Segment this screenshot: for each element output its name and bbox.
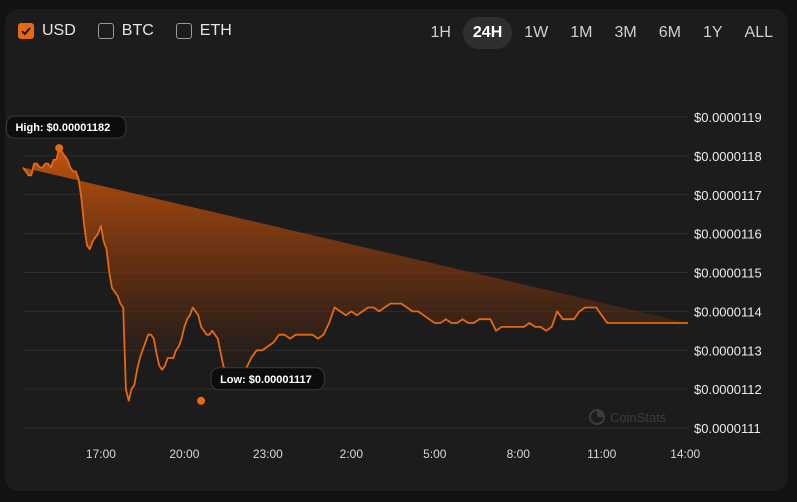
currency-option-usd[interactable]: USD [18,22,76,40]
x-axis: 17:00 20:00 23:00 2:00 5:00 8:00 11:00 14:00 [86,447,701,461]
low-marker [197,396,206,405]
checkmark-icon [21,27,31,36]
tab-6m[interactable]: 6M [658,24,681,41]
btc-checkbox[interactable] [97,23,114,39]
watermark-text: CoinStats [610,410,667,425]
btc-label: BTC [121,22,154,39]
y-tick-label: $0.0000116 [694,227,762,242]
tab-1h[interactable]: 1H [430,24,451,41]
tab-1y[interactable]: 1Y [702,24,723,41]
time-range-tabs: 1H 24H 1W 1M 3M 6M 1Y ALL [420,17,783,49]
currency-selector: USD BTC ETH [18,22,232,40]
currency-option-btc[interactable]: BTC [97,22,154,40]
high-tooltip [5,115,127,139]
coinstats-logo-wedge [597,410,604,417]
y-tick-label: $0.0000112 [694,382,762,397]
y-tick-label: $0.0000111 [694,421,761,436]
eth-label: ETH [199,22,232,39]
y-tick-label: $0.0000117 [694,188,762,203]
y-tick-label: $0.0000119 [694,110,762,125]
x-tick-label: 14:00 [670,447,700,461]
y-tick-label: $0.0000115 [694,266,762,281]
chart-annotations: High: $0.00001182 Low: $0.00001117 [5,115,325,405]
tab-1w[interactable]: 1W [524,24,549,41]
x-tick-label: 17:00 [86,447,116,461]
tab-3m[interactable]: 3M [614,24,637,41]
y-tick-label: $0.0000113 [694,343,762,358]
tab-all[interactable]: ALL [744,24,773,41]
high-marker [55,144,64,153]
x-tick-label: 2:00 [340,447,364,461]
y-tick-label: $0.0000118 [694,149,762,164]
price-line [22,147,688,402]
usd-checkbox[interactable] [18,23,34,39]
y-tick-label: $0.0000114 [694,304,762,319]
usd-label: USD [42,22,76,39]
x-tick-label: 5:00 [423,447,447,461]
low-tooltip [210,367,325,391]
price-area [23,148,688,401]
eth-checkbox[interactable] [175,23,192,39]
x-tick-label: 23:00 [253,447,283,461]
low-tooltip-text: Low: $0.00001117 [220,374,312,386]
currency-option-eth[interactable]: ETH [175,22,232,40]
tab-24h[interactable]: 24H [462,17,513,49]
x-tick-label: 11:00 [587,447,616,461]
x-tick-label: 8:00 [507,447,531,461]
tab-1m[interactable]: 1M [570,24,593,41]
coinstats-watermark: CoinStats [589,409,667,425]
x-tick-label: 20:00 [169,447,199,461]
high-tooltip-text: High: $0.00001182 [15,122,110,134]
y-axis: $0.0000119 $0.0000118 $0.0000117 $0.0000116… [694,110,762,436]
